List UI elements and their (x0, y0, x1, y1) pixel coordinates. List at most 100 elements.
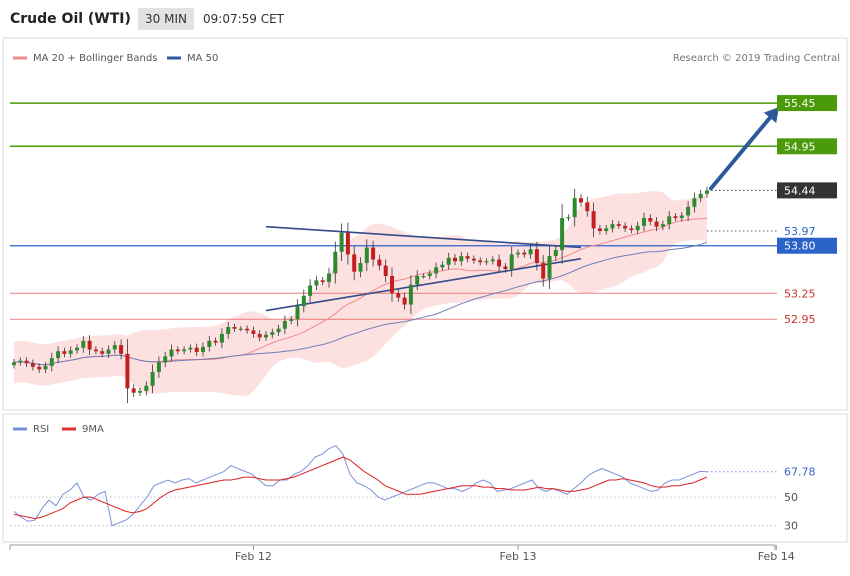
candle-body (516, 252, 520, 255)
candle-body (320, 280, 325, 283)
level-label-53.25: 53.25 (784, 287, 816, 300)
candle (226, 321, 231, 339)
candle-body (471, 258, 476, 261)
candle-body (49, 358, 54, 366)
candle (37, 363, 42, 373)
candle-body (345, 232, 350, 255)
candle (560, 204, 565, 264)
candle-body (459, 256, 464, 262)
candle (257, 330, 262, 342)
price-panel-frame (2, 37, 848, 411)
candle (396, 289, 401, 302)
candle-body (30, 363, 35, 367)
candle-body (43, 365, 48, 370)
candle (698, 189, 703, 203)
candle (339, 223, 344, 262)
candle (440, 261, 445, 271)
level-label-52.95: 52.95 (784, 313, 816, 326)
candle-body (667, 216, 672, 225)
candle (497, 254, 502, 272)
rsi-tick-30: 30 (784, 520, 798, 533)
candle-body (295, 306, 300, 320)
candle (642, 212, 646, 232)
candle (516, 249, 520, 258)
rsi-legend: RSI 9MA (13, 424, 104, 435)
candle-body (623, 225, 628, 229)
candle (112, 341, 117, 354)
candle (24, 357, 29, 367)
candle (547, 245, 552, 290)
candle (383, 259, 388, 283)
candle (371, 240, 376, 267)
candle (308, 279, 313, 303)
chart-title: Crude Oil (WTI) (10, 11, 131, 27)
candle-body (434, 267, 439, 274)
candle-body (18, 360, 23, 363)
candle-body (377, 259, 382, 266)
candle-body (560, 218, 565, 251)
candle (68, 346, 73, 358)
candle (534, 241, 539, 271)
candle-body (339, 232, 344, 252)
candle-body (654, 221, 659, 227)
candle-body (314, 280, 319, 286)
candle (12, 358, 16, 369)
candle (125, 339, 130, 404)
candle (219, 328, 224, 349)
candle-body (402, 297, 407, 305)
level-label-bg-54.95 (777, 138, 837, 155)
candle (358, 257, 363, 278)
level-label-54.95: 54.95 (784, 140, 816, 153)
level-label-55.45: 55.45 (784, 97, 816, 110)
candle-body (383, 265, 388, 276)
candle-body (175, 349, 180, 352)
candle-body (276, 328, 281, 333)
arrow-shaft (709, 112, 775, 191)
price-legend: MA 20 + Bollinger Bands MA 50 (13, 53, 218, 64)
candle (150, 364, 155, 394)
candle (616, 220, 621, 230)
candle-body (591, 211, 596, 229)
candle (144, 381, 149, 396)
candle-body (112, 345, 117, 350)
candle-body (138, 390, 142, 393)
candle-body (270, 332, 275, 335)
candle-body (648, 218, 653, 222)
candle (478, 257, 483, 266)
candle-body (629, 228, 634, 231)
rsi-panel-frame (2, 413, 848, 543)
rsi-tick-50: 50 (784, 491, 798, 504)
candle-body (333, 251, 338, 274)
candle (264, 331, 268, 341)
candle (119, 339, 124, 360)
candle-body (566, 217, 571, 219)
candle (333, 241, 338, 284)
candle (390, 267, 394, 302)
candle-body (705, 190, 709, 194)
candle-body (660, 224, 665, 227)
candle (314, 275, 319, 290)
candle-body (150, 371, 155, 386)
candle-body (415, 275, 420, 285)
level-label-bg-last-price (777, 182, 837, 199)
candle (484, 258, 489, 266)
candle (169, 344, 174, 362)
candle-body (301, 295, 306, 307)
candle-body (358, 263, 363, 272)
candle-body (12, 362, 16, 366)
candle-body (572, 198, 577, 218)
candle-body (100, 351, 105, 354)
candle-body (534, 249, 539, 264)
candle-body (642, 218, 646, 226)
candle-body (610, 224, 615, 229)
candle (705, 186, 709, 198)
candle-body (56, 351, 61, 359)
candle-body (371, 247, 376, 260)
candle (131, 384, 136, 397)
candle (585, 196, 590, 217)
candle (629, 225, 634, 234)
candle (87, 335, 92, 356)
candle-body (616, 224, 621, 226)
trendline-1 (265, 225, 582, 249)
candle (528, 244, 533, 259)
